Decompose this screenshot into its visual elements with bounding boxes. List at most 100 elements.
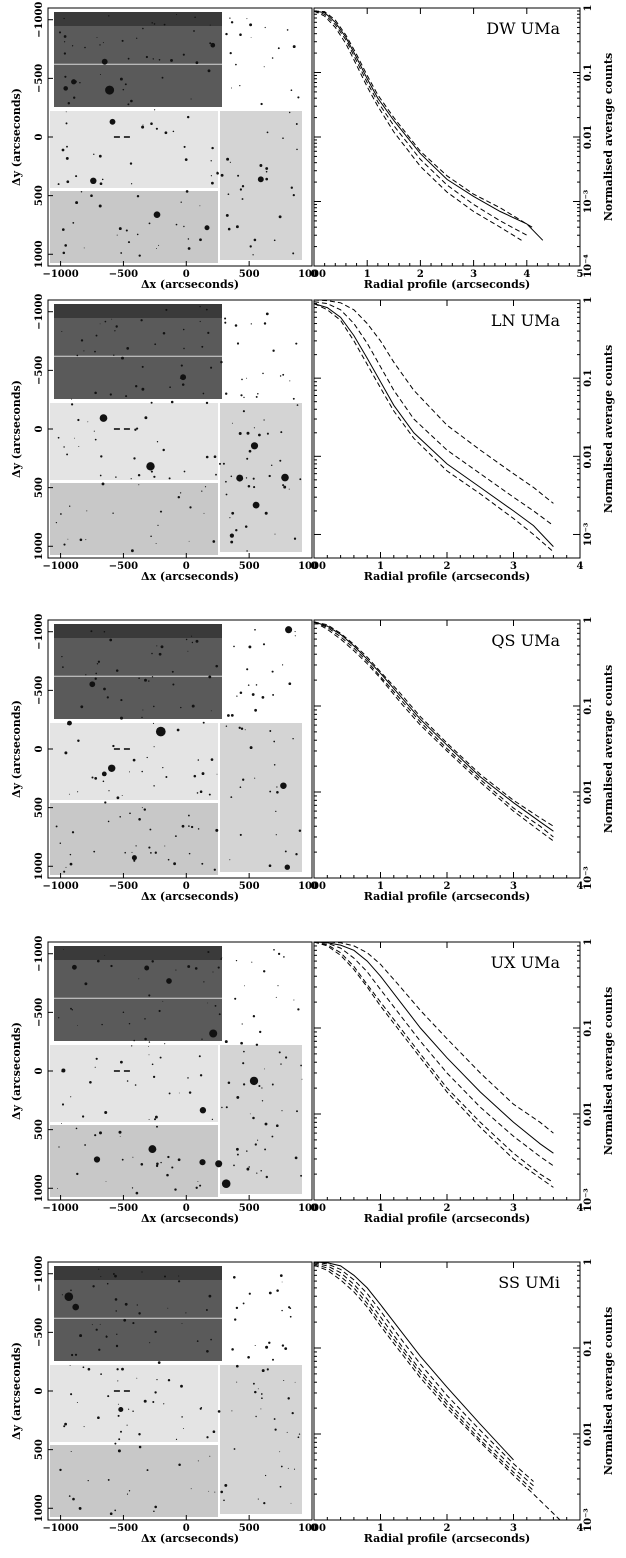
star bbox=[235, 529, 238, 532]
star bbox=[136, 194, 140, 198]
star bbox=[101, 1023, 103, 1026]
star bbox=[242, 778, 245, 781]
star bbox=[72, 1303, 79, 1311]
star bbox=[61, 330, 63, 333]
star bbox=[276, 786, 278, 788]
image-y-tick-label: 1000 bbox=[34, 852, 45, 880]
star bbox=[210, 366, 213, 369]
star bbox=[99, 74, 101, 75]
image-x-tick-label: −1000 bbox=[42, 1523, 78, 1534]
star bbox=[197, 759, 200, 761]
star bbox=[265, 1345, 269, 1349]
y-tick-label: 0.01 bbox=[583, 780, 594, 804]
star bbox=[233, 645, 235, 648]
star bbox=[84, 46, 86, 49]
star bbox=[198, 1055, 201, 1058]
star bbox=[281, 473, 289, 482]
star bbox=[231, 422, 233, 424]
star bbox=[129, 771, 130, 773]
star bbox=[84, 982, 88, 986]
star bbox=[89, 681, 96, 688]
star bbox=[182, 1428, 184, 1429]
star bbox=[282, 664, 284, 666]
star bbox=[78, 446, 80, 447]
star bbox=[252, 477, 255, 480]
star bbox=[246, 431, 250, 435]
series-line-1 bbox=[313, 621, 554, 838]
star bbox=[239, 786, 242, 789]
star bbox=[250, 442, 259, 450]
star bbox=[174, 1188, 177, 1191]
star bbox=[197, 1180, 199, 1182]
star bbox=[266, 432, 269, 435]
star bbox=[207, 331, 210, 334]
y-axis-label: Normalised average counts bbox=[602, 987, 615, 1155]
star bbox=[63, 41, 66, 43]
star bbox=[279, 1451, 281, 1453]
star bbox=[114, 330, 116, 332]
star bbox=[151, 960, 154, 963]
object-name: QS UMa bbox=[491, 631, 560, 650]
star bbox=[76, 354, 79, 357]
star bbox=[131, 855, 137, 861]
star bbox=[207, 950, 210, 954]
star bbox=[117, 1414, 120, 1417]
star bbox=[79, 81, 81, 84]
star bbox=[166, 1173, 169, 1177]
star bbox=[227, 227, 231, 231]
star bbox=[233, 1276, 236, 1279]
star bbox=[107, 820, 110, 823]
star bbox=[254, 1143, 257, 1146]
star bbox=[239, 33, 242, 36]
star bbox=[75, 1127, 78, 1130]
star bbox=[173, 862, 177, 866]
star bbox=[142, 27, 144, 30]
star bbox=[138, 818, 141, 821]
star bbox=[116, 796, 120, 800]
star bbox=[119, 77, 123, 81]
star bbox=[154, 851, 157, 854]
y-tick-label: 1 bbox=[583, 939, 594, 946]
star bbox=[72, 222, 75, 224]
y-tick-label: 10⁻³ bbox=[583, 866, 594, 890]
star bbox=[268, 1291, 272, 1295]
star bbox=[97, 1416, 100, 1420]
image-x-tick-label: 1000 bbox=[298, 1203, 326, 1214]
star bbox=[126, 347, 130, 350]
star bbox=[268, 864, 272, 868]
star bbox=[61, 1068, 66, 1073]
star bbox=[141, 1271, 143, 1273]
star bbox=[77, 739, 80, 743]
star bbox=[99, 323, 101, 325]
star bbox=[279, 1485, 282, 1488]
star bbox=[257, 176, 264, 183]
star bbox=[136, 233, 139, 236]
image-y-axis-label: Δy (arcseconds) bbox=[10, 88, 23, 186]
star bbox=[70, 403, 74, 406]
x-axis-label: Radial profile (arcseconds) bbox=[364, 1212, 531, 1225]
star bbox=[227, 714, 230, 717]
image-y-tick-label: 0 bbox=[34, 1067, 45, 1074]
star bbox=[264, 511, 268, 515]
star bbox=[83, 247, 85, 249]
panel-0: −1000 −1000 −500 −500 0 0 500 500 1000 1000 Δx (ar… bbox=[10, 2, 615, 291]
star bbox=[62, 251, 66, 255]
star bbox=[64, 1422, 67, 1426]
star bbox=[217, 665, 219, 667]
object-name: LN UMa bbox=[491, 311, 561, 330]
star bbox=[55, 521, 58, 524]
star bbox=[132, 1156, 134, 1158]
image-x-tick-label: −1000 bbox=[42, 881, 78, 892]
star bbox=[258, 1084, 261, 1088]
star bbox=[266, 1368, 269, 1371]
star bbox=[94, 777, 98, 780]
star bbox=[261, 1100, 264, 1102]
star bbox=[292, 252, 295, 255]
star bbox=[105, 1335, 107, 1337]
star bbox=[229, 517, 231, 519]
star bbox=[68, 793, 70, 795]
star bbox=[245, 477, 248, 479]
series-line-2 bbox=[313, 301, 554, 527]
image-y-tick-label: −500 bbox=[34, 64, 45, 93]
star bbox=[273, 948, 275, 951]
